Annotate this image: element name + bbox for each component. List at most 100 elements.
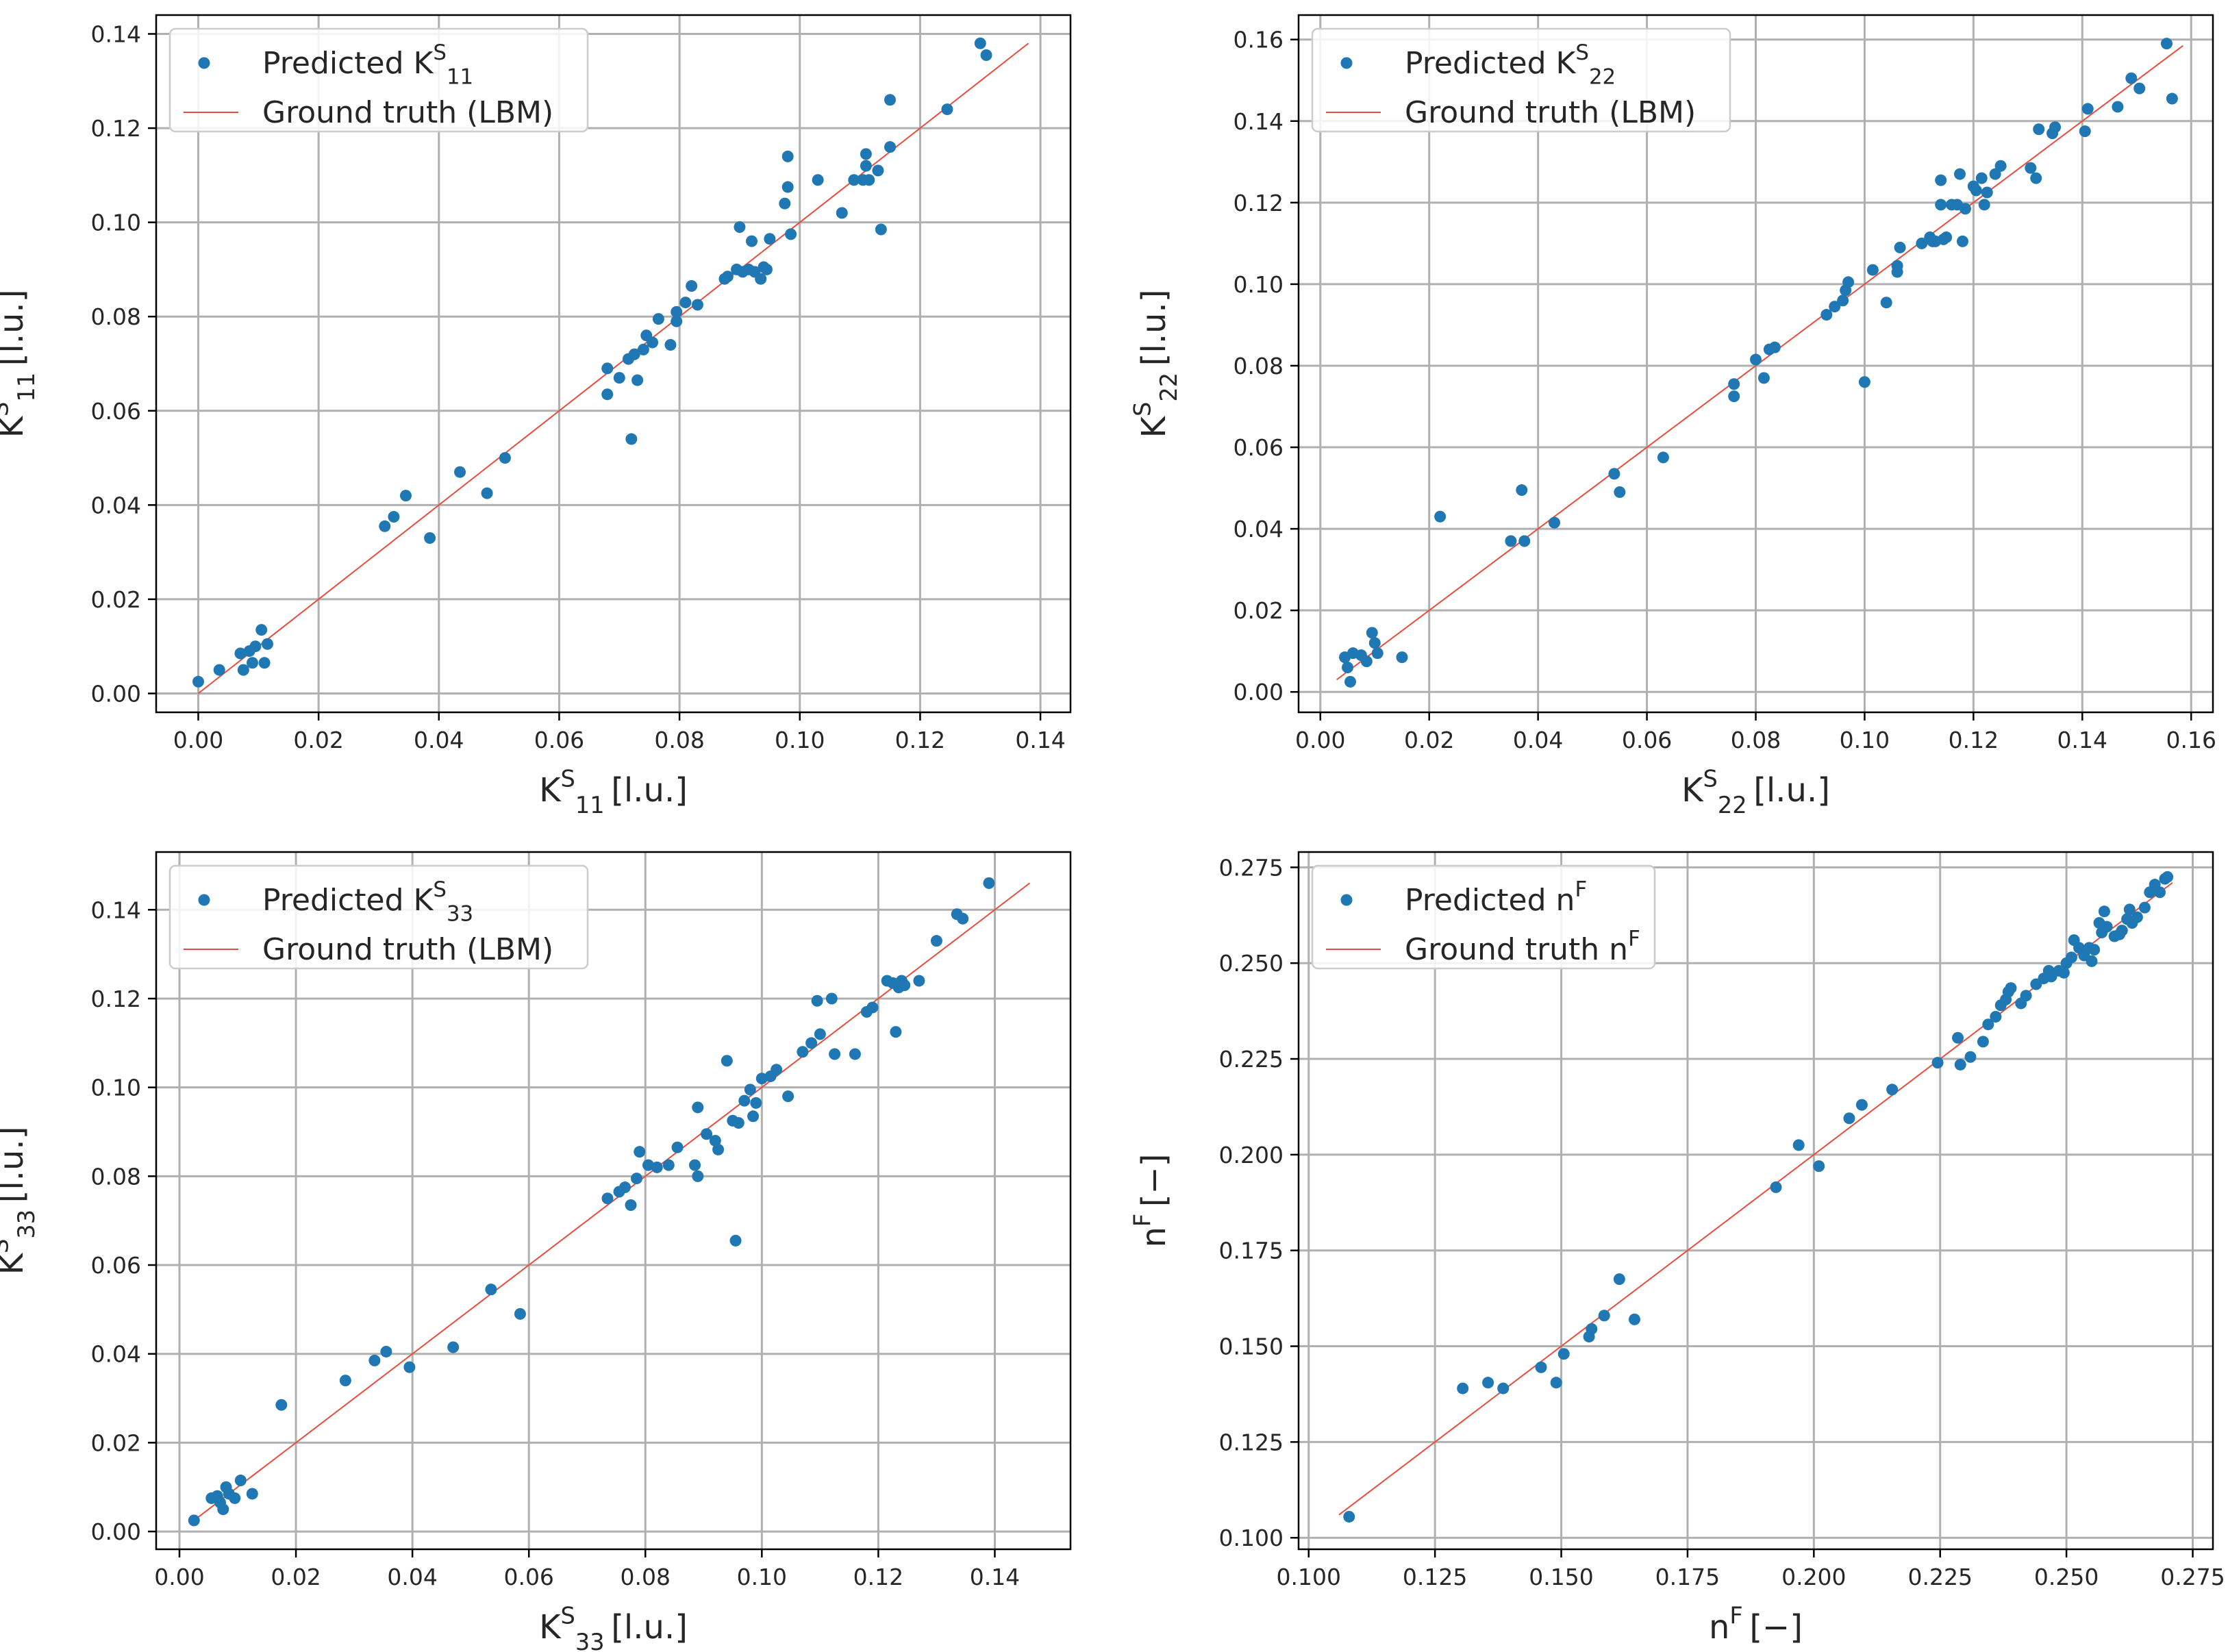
data-point	[1990, 1011, 2002, 1023]
x-axis-label: KS33 [l.u.]	[539, 1602, 688, 1652]
data-point	[2020, 990, 2032, 1002]
legend-entry-label: Predicted nF	[1405, 877, 1587, 918]
data-point	[732, 1117, 744, 1129]
data-point	[811, 994, 823, 1007]
y-tick-label: 0.10	[1234, 271, 1284, 298]
legend-text-base: Ground truth (LBM)	[262, 932, 553, 967]
data-point	[499, 452, 511, 464]
data-point	[709, 1134, 721, 1147]
y-tick-label: 0.02	[1234, 597, 1284, 624]
label-unit: [l.u.]	[605, 771, 688, 810]
label-superscript: S	[0, 402, 13, 416]
legend-entry-label: Predicted KS33	[262, 877, 473, 926]
label-base: K	[1681, 771, 1704, 810]
data-point	[1843, 1112, 1855, 1125]
data-point	[1964, 1051, 1977, 1063]
data-point	[814, 1028, 826, 1040]
legend: Predicted KS11 Ground truth (LBM)	[168, 27, 589, 133]
data-point	[2154, 886, 2166, 899]
x-tick-label: 0.100	[1277, 1564, 1341, 1590]
x-tick-label: 0.06	[503, 1564, 553, 1590]
label-unit: [l.u.]	[605, 1608, 688, 1647]
x-tick-label: 0.275	[2160, 1564, 2225, 1590]
data-point	[1916, 237, 1928, 249]
data-point	[2112, 101, 2124, 113]
data-point	[721, 1055, 733, 1067]
data-point	[760, 263, 773, 275]
data-point	[1548, 516, 1560, 529]
data-point	[1368, 637, 1381, 649]
data-point	[1371, 647, 1384, 660]
data-point	[1858, 376, 1870, 388]
label-superscript: S	[1703, 765, 1718, 792]
legend-text-base: Predicted K	[1405, 46, 1577, 81]
y-tick-label: 0.06	[91, 1252, 141, 1279]
data-point	[1959, 203, 1971, 215]
data-point	[217, 1503, 229, 1516]
data-point	[1628, 1313, 1640, 1325]
y-tick-label: 0.175	[1219, 1238, 1284, 1264]
label-unit: [l.u.]	[0, 290, 31, 373]
data-point	[1396, 651, 1408, 664]
data-point	[729, 1234, 742, 1247]
chart-panel-3: 0.00 0.02 0.04 0.06 0.08 0.10 0.12 0.14 0.00 0.02…	[0, 851, 1072, 1652]
data-point	[424, 532, 436, 544]
x-tick-label: 0.125	[1403, 1564, 1467, 1590]
y-axis-label: KS33 [l.u.]	[0, 1127, 40, 1275]
data-point	[514, 1307, 526, 1320]
data-point	[2088, 944, 2101, 956]
data-point	[213, 664, 225, 676]
label-base: K	[0, 415, 31, 438]
data-point	[481, 487, 493, 499]
data-point	[1886, 1084, 1899, 1096]
legend-box	[1311, 27, 1731, 133]
y-tick-label: 0.02	[91, 1429, 141, 1456]
y-tick-label: 0.06	[1234, 434, 1284, 461]
data-point	[755, 273, 767, 285]
data-point	[1894, 241, 1906, 253]
ground-truth-line	[197, 42, 1029, 694]
data-point	[234, 647, 247, 660]
legend-box	[168, 864, 589, 970]
data-point	[755, 1073, 768, 1085]
data-point	[1342, 662, 1354, 674]
data-point	[1842, 276, 1855, 288]
data-point	[1952, 1031, 1964, 1044]
legend-text-base: Predicted n	[1405, 883, 1575, 918]
data-point	[234, 1474, 247, 1486]
data-point	[1935, 199, 1947, 211]
x-tick-label: 0.12	[895, 727, 945, 753]
data-point	[261, 638, 273, 650]
y-tick-label: 0.10	[91, 1075, 141, 1101]
data-point	[2030, 172, 2042, 184]
data-point	[1820, 309, 1833, 321]
x-tick-label: 0.10	[1840, 727, 1890, 753]
x-tick-label: 0.06	[1622, 727, 1672, 753]
y-tick-label: 0.04	[91, 492, 141, 518]
y-tick-label: 0.12	[1234, 190, 1284, 216]
label-superscript: F	[1729, 1602, 1742, 1629]
data-point	[679, 297, 692, 309]
y-tick-label: 0.02	[91, 586, 141, 613]
data-point	[485, 1284, 497, 1296]
data-point	[691, 299, 703, 311]
data-point	[734, 221, 746, 234]
data-point	[1855, 1099, 1868, 1111]
x-tick-label: 0.175	[1655, 1564, 1720, 1590]
data-point	[1954, 1058, 1966, 1071]
data-point	[1434, 510, 1447, 523]
legend-box	[168, 27, 589, 133]
data-point	[1829, 301, 1841, 313]
data-point	[1994, 160, 2007, 172]
data-point	[652, 313, 664, 325]
x-tick-label: 0.250	[2034, 1564, 2099, 1590]
data-point	[634, 1146, 646, 1158]
data-point	[642, 1159, 655, 1171]
data-point	[974, 37, 986, 49]
y-tick-label: 0.14	[91, 21, 141, 48]
y-tick-label: 0.14	[91, 897, 141, 923]
data-point	[1598, 1310, 1610, 1322]
x-tick-label: 0.08	[1731, 727, 1781, 753]
